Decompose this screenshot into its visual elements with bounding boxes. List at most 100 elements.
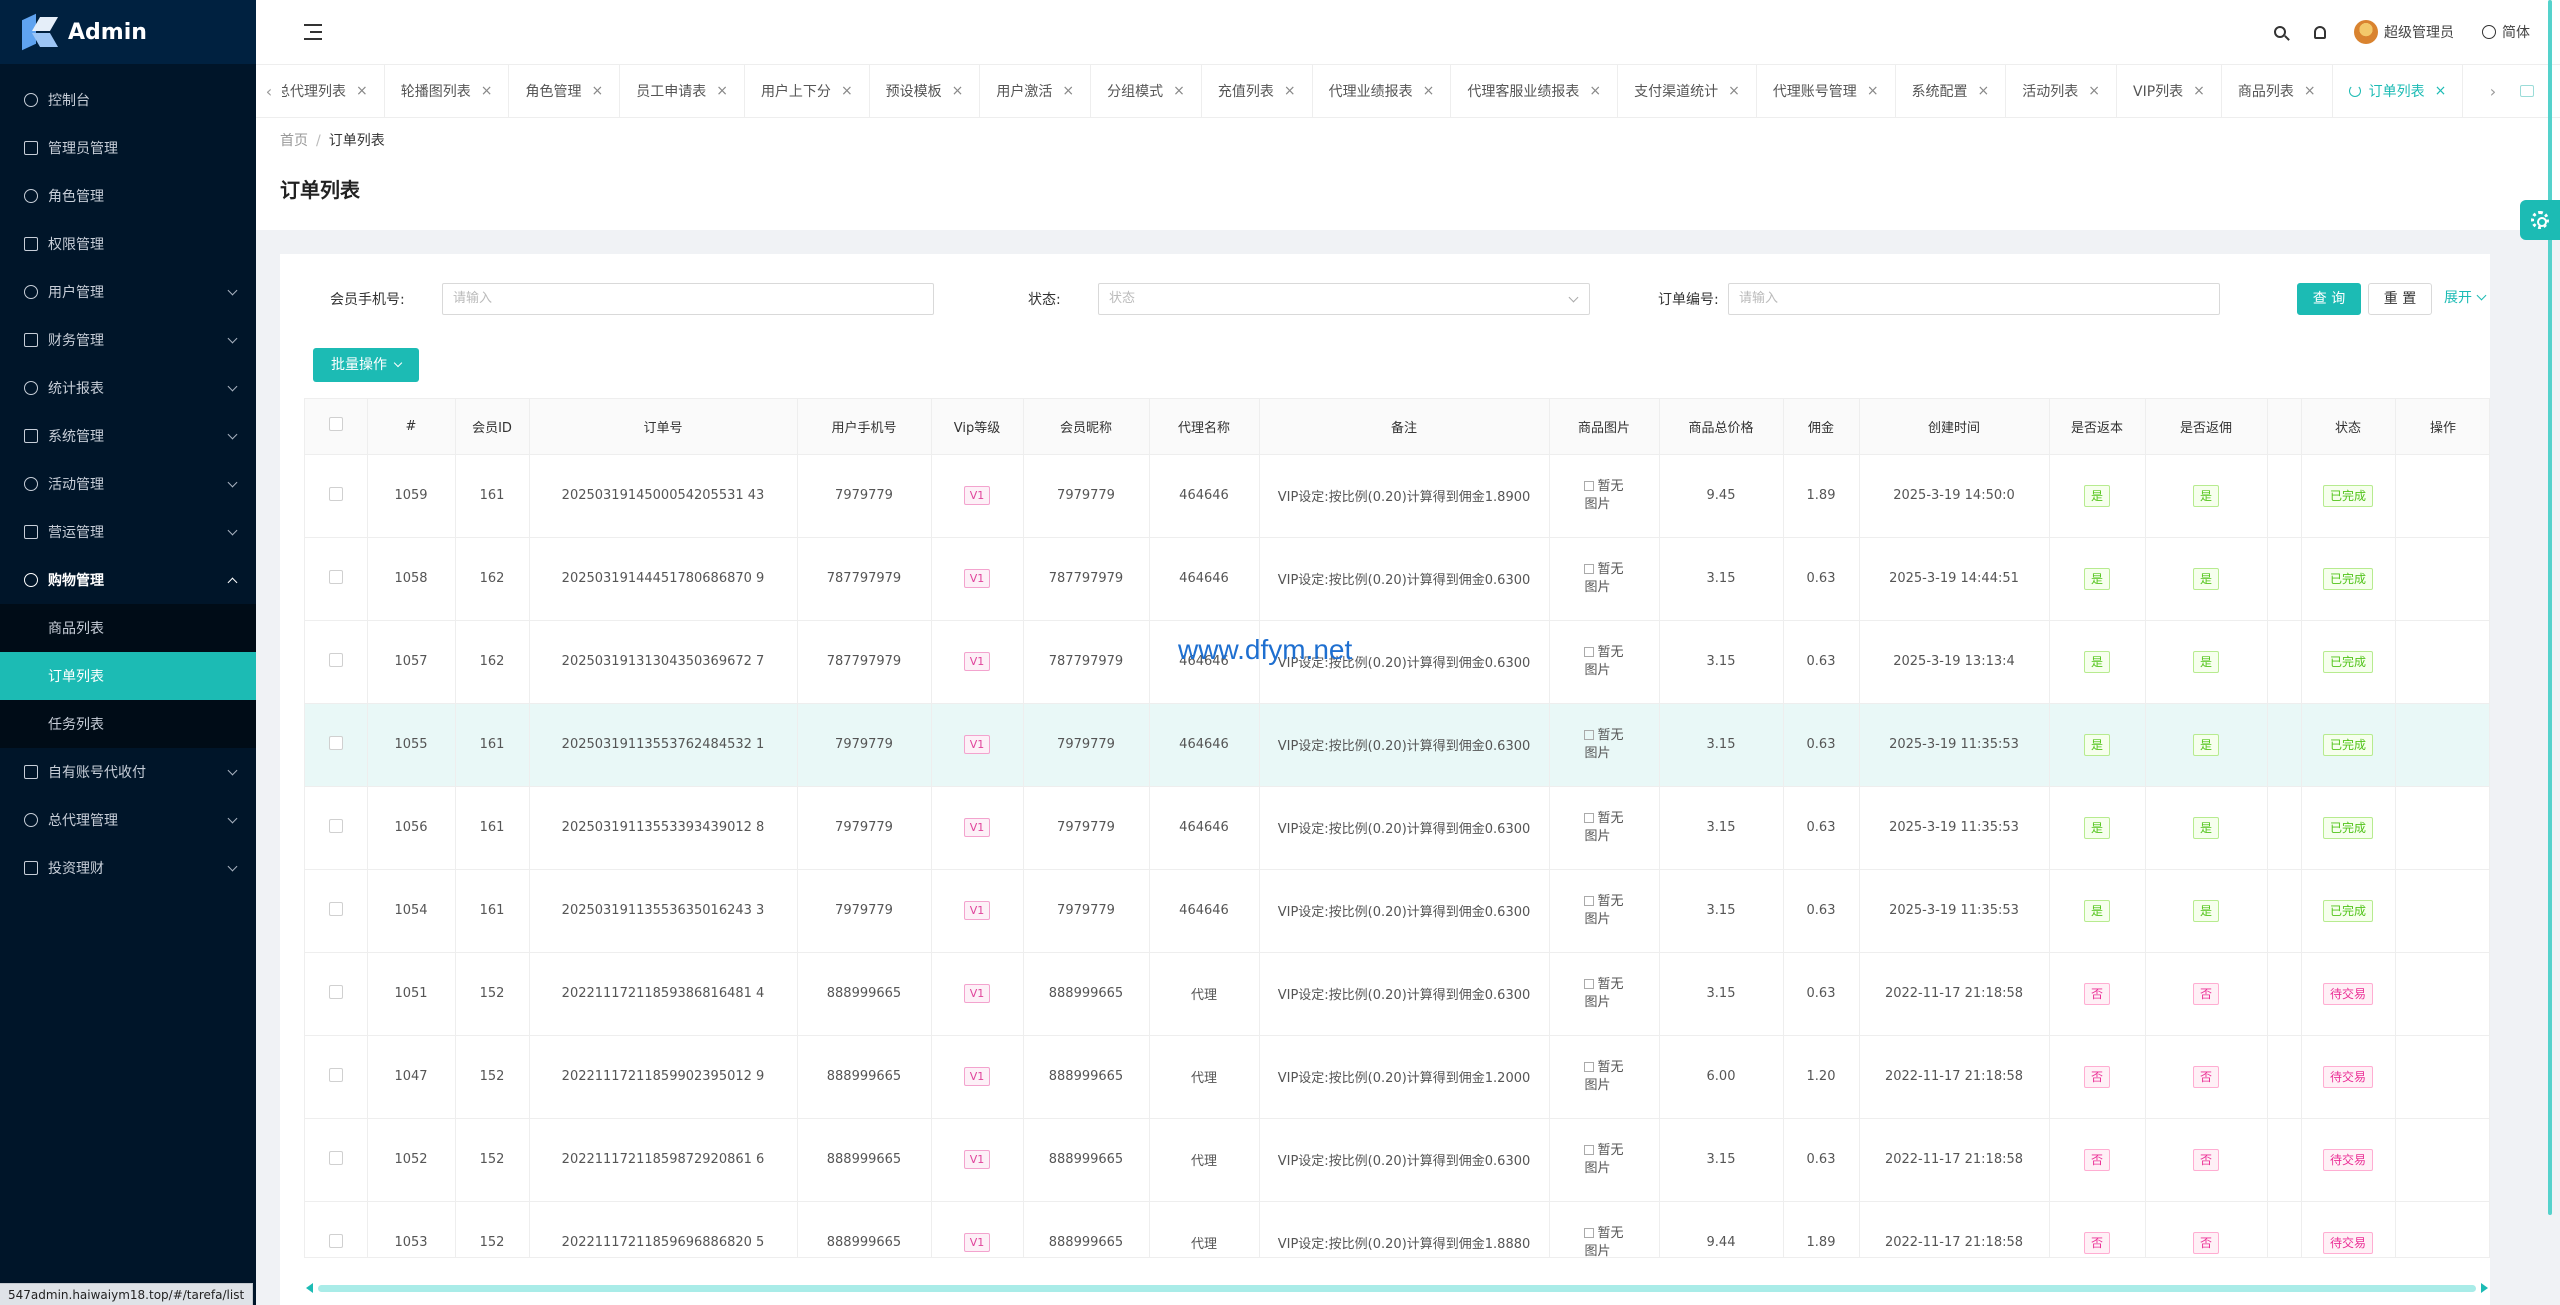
column-header <box>2267 399 2302 455</box>
scroll-right-icon[interactable] <box>2481 1283 2488 1293</box>
close-icon[interactable]: × <box>1173 83 1185 99</box>
close-icon[interactable]: × <box>1589 83 1602 99</box>
phone-filter-input[interactable]: 请输入 <box>442 283 934 315</box>
row-checkbox[interactable] <box>328 1067 343 1082</box>
tab-9[interactable]: 代理业绩报表 × <box>1313 65 1452 117</box>
table-row[interactable]: 1056 161 20250319113553393439012 8 7979779 V… <box>305 786 2489 870</box>
menu-fold-icon[interactable] <box>304 24 322 40</box>
close-icon[interactable]: × <box>2088 83 2101 99</box>
tab-13[interactable]: 系统配置 × <box>1896 65 2007 117</box>
expand-filters-button[interactable]: 展开 <box>2444 283 2487 315</box>
close-icon[interactable]: × <box>840 83 853 99</box>
tab-8[interactable]: 充值列表 × <box>1202 65 1313 117</box>
sidebar-item-12[interactable]: 总代理管理 <box>0 796 256 844</box>
table-row[interactable]: 1058 162 20250319144451780686870 9 78779797… <box>305 537 2489 621</box>
query-button[interactable]: 查 询 <box>2297 283 2361 315</box>
tab-15[interactable]: VIP列表 × <box>2117 65 2222 117</box>
sidebar-item-5[interactable]: 财务管理 <box>0 316 256 364</box>
tab-3[interactable]: 员工申请表 × <box>620 65 745 117</box>
close-icon[interactable]: × <box>2303 83 2316 99</box>
sidebar-item-3[interactable]: 权限管理 <box>0 220 256 268</box>
row-checkbox[interactable] <box>328 984 343 999</box>
sidebar-item-11[interactable]: 自有账号代收付 <box>0 748 256 796</box>
user-menu[interactable]: 超级管理员 <box>2354 20 2454 44</box>
scroll-left-icon[interactable] <box>306 1283 313 1293</box>
close-icon[interactable]: × <box>1728 83 1740 99</box>
reset-button[interactable]: 重 置 <box>2368 283 2432 315</box>
tab-2[interactable]: 角色管理 × <box>509 65 621 117</box>
close-icon[interactable]: × <box>591 83 604 99</box>
table-row[interactable]: 1059 161 2025031914500054205531 43 7979779 V… <box>305 454 2489 538</box>
tab-1[interactable]: 轮播图列表 × <box>385 65 510 117</box>
tab-16[interactable]: 商品列表 × <box>2222 65 2333 117</box>
tabs-scroll-left-icon[interactable]: ‹ <box>265 81 273 101</box>
row-checkbox[interactable] <box>328 569 343 584</box>
settings-button[interactable] <box>2520 200 2560 240</box>
language-switch[interactable]: 简体 <box>2482 22 2530 42</box>
sidebar-item-7[interactable]: 系统管理 <box>0 412 256 460</box>
sidebar-item-9[interactable]: 营运管理 <box>0 508 256 556</box>
select-all-checkbox[interactable] <box>328 417 343 432</box>
sidebar-item-1[interactable]: 管理员管理 <box>0 124 256 172</box>
table-row[interactable]: 1055 161 20250319113553762484532 1 7979779 V… <box>305 703 2489 787</box>
close-icon[interactable]: × <box>2434 83 2447 99</box>
batch-operation-button[interactable]: 批量操作 <box>313 348 419 382</box>
tab-12[interactable]: 代理账号管理 × <box>1757 65 1896 117</box>
close-icon[interactable]: × <box>480 83 493 99</box>
tab-10[interactable]: 代理客服业绩报表 × <box>1451 65 1619 117</box>
sidebar-subitem-0[interactable]: 商品列表 <box>0 604 256 652</box>
search-button[interactable] <box>2274 26 2286 38</box>
tab-4[interactable]: 用户上下分 × <box>745 65 870 117</box>
close-icon[interactable]: × <box>356 83 368 99</box>
horizontal-scrollbar[interactable] <box>304 1282 2490 1294</box>
sidebar-subitem-2[interactable]: 任务列表 <box>0 700 256 748</box>
close-icon[interactable]: × <box>1866 83 1879 99</box>
row-checkbox[interactable] <box>328 486 343 501</box>
sidebar-item-2[interactable]: 角色管理 <box>0 172 256 220</box>
row-checkbox[interactable] <box>328 1150 343 1165</box>
row-checkbox[interactable] <box>328 652 343 667</box>
close-icon[interactable]: × <box>1422 83 1435 99</box>
sidebar-item-8[interactable]: 活动管理 <box>0 460 256 508</box>
scrollbar-thumb[interactable] <box>318 1285 2476 1292</box>
sidebar-item-6[interactable]: 统计报表 <box>0 364 256 412</box>
table-row[interactable]: 1057 162 20250319131304350369672 7 78779797… <box>305 620 2489 704</box>
order-filter-input[interactable]: 请输入 <box>1728 283 2220 315</box>
close-icon[interactable]: × <box>951 83 964 99</box>
table-row[interactable]: 1054 161 20250319113553635016243 3 7979779 V… <box>305 869 2489 953</box>
close-icon[interactable]: × <box>1977 83 1990 99</box>
sidebar-subitem-1[interactable]: 订单列表 <box>0 652 256 700</box>
tab-14[interactable]: 活动列表 × <box>2006 65 2118 117</box>
vertical-scrollbar[interactable] <box>2548 0 2552 1215</box>
row-checkbox[interactable] <box>328 1233 343 1248</box>
notification-button[interactable] <box>2314 25 2326 39</box>
logo[interactable]: Admin <box>0 0 256 64</box>
tab-5[interactable]: 预设模板 × <box>870 65 981 117</box>
sidebar-item-4[interactable]: 用户管理 <box>0 268 256 316</box>
table-row[interactable]: 1051 152 20221117211859386816481 4 88899966… <box>305 952 2489 1036</box>
tab-6[interactable]: 用户激活 × <box>980 65 1092 117</box>
tab-11[interactable]: 支付渠道统计 × <box>1618 65 1757 117</box>
sidebar-item-13[interactable]: 投资理财 <box>0 844 256 892</box>
refresh-icon[interactable] <box>2348 85 2361 97</box>
user-phone: 787797979 <box>797 620 932 704</box>
close-icon[interactable]: × <box>1283 83 1296 99</box>
tab-0[interactable]: 总代理列表 × <box>282 65 385 117</box>
tab-17[interactable]: 订单列表 × <box>2333 65 2464 117</box>
tabs-scroll-right-icon[interactable]: › <box>2489 81 2497 101</box>
status-filter-select[interactable]: 状态 <box>1098 283 1590 315</box>
tab-7[interactable]: 分组模式 × <box>1091 65 1202 117</box>
sidebar-item-0[interactable]: 控制台 <box>0 76 256 124</box>
lock-icon[interactable] <box>2520 85 2534 97</box>
sidebar-item-10[interactable]: 购物管理 <box>0 556 256 604</box>
row-checkbox[interactable] <box>328 901 343 916</box>
row-checkbox[interactable] <box>328 818 343 833</box>
breadcrumb-home[interactable]: 首页 <box>280 133 308 149</box>
table-row[interactable]: 1052 152 20221117211859872920861 6 88899966… <box>305 1118 2489 1202</box>
close-icon[interactable]: × <box>1062 83 1075 99</box>
close-icon[interactable]: × <box>2193 83 2205 99</box>
table-row[interactable]: 1047 152 20221117211859902395012 9 88899966… <box>305 1035 2489 1119</box>
table-row[interactable]: 1053 152 20221117211859696886820 5 88899966… <box>305 1201 2489 1257</box>
close-icon[interactable]: × <box>716 83 728 99</box>
row-checkbox[interactable] <box>328 735 343 750</box>
